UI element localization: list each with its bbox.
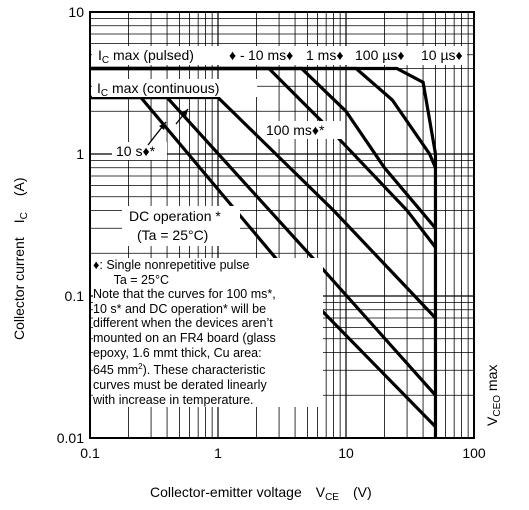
note-line-8: 645 mm (93, 363, 139, 378)
x-tick-label: 100 (462, 445, 486, 461)
pulse-label-1ms: 1 ms♦ (306, 47, 343, 63)
note-line: Note that the curves for 100 ms*, (93, 287, 276, 302)
note-line: with increase in temperature. (93, 392, 254, 407)
note-line: curves must be derated linearly (93, 377, 267, 392)
y-tick-label: 1 (76, 146, 84, 162)
y-tick-label: 0.01 (57, 430, 84, 446)
note-line: Ta = 25°C (93, 272, 169, 287)
note-line: 10 s* and DC operation* will be (93, 301, 267, 316)
note-line: epoxy, 1.6 mmt thick, Cu area: (93, 345, 262, 360)
y-tick-label: 10 (68, 4, 84, 20)
pulse-label-10us: 10 µs♦ (421, 47, 463, 63)
s10-label-bg (112, 142, 167, 160)
plot-frame (89, 11, 475, 439)
s10-pointer-head (181, 109, 188, 117)
note-line: different when the devices aren’t (93, 316, 273, 331)
ic-pulsed-label: IC max (pulsed) (98, 47, 194, 66)
x-tick-label: 1 (214, 445, 222, 461)
s10-label: 10 s♦* (116, 143, 156, 159)
ms100-label: 100 ms♦* (266, 122, 325, 138)
note-line: ♦: Single nonrepetitive pulse (93, 258, 250, 272)
ic-pulsed-marker: ♦ - (229, 47, 245, 63)
y-tick-label: 0.1 (65, 288, 85, 304)
note-superscript: 2 (138, 362, 143, 372)
s10-arrowhead (159, 122, 166, 130)
dc-label-line1: DC operation * (129, 208, 221, 224)
note-line: mounted on an FR4 board (glass (93, 330, 276, 345)
x-axis-title: Collector-emitter voltage VCE (V) (150, 484, 372, 503)
x-tick-label: 0.1 (80, 445, 100, 461)
vceo-label: VCEO max (484, 365, 503, 426)
pulse-label-10ms: 10 ms♦ (248, 47, 293, 63)
pulsed-label-bg (92, 46, 467, 65)
note-line-8-rest: ). These characteristic (142, 363, 266, 378)
soa-curve (90, 95, 437, 428)
y-axis-title: Collector currentIC(A) (11, 178, 30, 341)
chart-curves (90, 66, 438, 438)
x-tick-label: 10 (338, 445, 354, 461)
ic-cont-label: IC max (continuous) (97, 80, 219, 99)
cont-label-bg (92, 79, 257, 97)
dc-label-bg (122, 206, 240, 246)
note-line: 645 mm2). These characteristic (93, 360, 323, 378)
ms100-label-bg (264, 121, 344, 139)
vceo-label-bg (483, 345, 501, 429)
note-box: ♦: Single nonrepetitive pulse Ta = 25°C … (93, 258, 323, 408)
dc-label-line2: (Ta = 25°C) (137, 227, 208, 243)
pulse-label-100us: 100 µs♦ (355, 47, 404, 63)
